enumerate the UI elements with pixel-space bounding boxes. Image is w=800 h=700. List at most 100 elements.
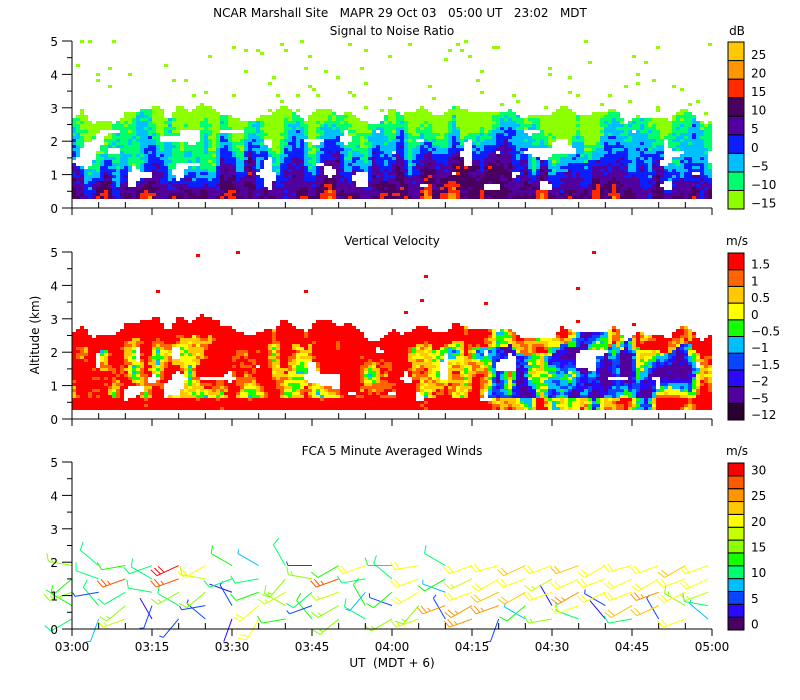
velocity-cell bbox=[88, 377, 92, 380]
snr-cell bbox=[704, 175, 708, 178]
snr-cell bbox=[320, 193, 324, 196]
snr-cell bbox=[412, 112, 416, 115]
snr-cell bbox=[416, 196, 420, 199]
snr-cell bbox=[588, 154, 592, 157]
snr-cell bbox=[252, 172, 256, 175]
snr-cell bbox=[224, 184, 228, 187]
snr-cell bbox=[392, 184, 396, 187]
snr-cell bbox=[652, 166, 656, 169]
snr-cell bbox=[176, 130, 180, 133]
snr-cell bbox=[516, 127, 520, 130]
snr-cell bbox=[368, 187, 372, 190]
velocity-cell bbox=[148, 365, 152, 368]
velocity-cell bbox=[84, 335, 88, 338]
snr-cell bbox=[220, 145, 224, 148]
snr-cell bbox=[308, 166, 312, 169]
velocity-cell bbox=[180, 371, 184, 374]
snr-cell bbox=[212, 163, 216, 166]
snr-cell bbox=[116, 193, 120, 196]
snr-cell bbox=[108, 136, 112, 139]
snr-cell bbox=[456, 109, 460, 112]
snr-cell bbox=[680, 154, 684, 157]
snr-cell bbox=[316, 112, 320, 115]
snr-cell bbox=[596, 127, 600, 130]
snr-cell bbox=[460, 139, 464, 142]
snr-cell bbox=[656, 172, 660, 175]
snr-cell bbox=[100, 166, 104, 169]
snr-cell bbox=[388, 142, 392, 145]
snr-cell bbox=[124, 187, 128, 190]
snr-cell bbox=[452, 151, 456, 154]
velocity-cell bbox=[180, 395, 184, 398]
snr-cell bbox=[352, 187, 356, 190]
snr-cell bbox=[180, 193, 184, 196]
snr-cell bbox=[616, 151, 620, 154]
snr-cell bbox=[300, 124, 304, 127]
snr-cell bbox=[260, 133, 264, 136]
velocity-cell bbox=[88, 371, 92, 374]
snr-cell bbox=[220, 133, 224, 136]
snr-cell bbox=[508, 160, 512, 163]
snr-cell bbox=[80, 187, 84, 190]
snr-cell bbox=[180, 145, 184, 148]
snr-cell bbox=[120, 151, 124, 154]
snr-cell bbox=[364, 163, 368, 166]
snr-cell bbox=[276, 163, 280, 166]
snr-cell bbox=[248, 121, 252, 124]
snr-cell bbox=[304, 121, 308, 124]
snr-cell bbox=[396, 196, 400, 199]
snr-cell bbox=[612, 142, 616, 145]
snr-cell bbox=[416, 190, 420, 193]
snr-cell bbox=[408, 172, 412, 175]
snr-cell bbox=[268, 133, 272, 136]
velocity-cell bbox=[136, 404, 140, 407]
snr-cell bbox=[108, 121, 112, 124]
snr-cell bbox=[524, 178, 528, 181]
snr-cell bbox=[120, 154, 124, 157]
snr-cell bbox=[428, 172, 432, 175]
snr-cell bbox=[236, 139, 240, 142]
snr-cell bbox=[472, 157, 476, 160]
snr-cell bbox=[496, 166, 500, 169]
snr-cell bbox=[508, 124, 512, 127]
snr-cell bbox=[324, 127, 328, 130]
snr-cell bbox=[204, 157, 208, 160]
snr-cell bbox=[612, 130, 616, 133]
snr-cell bbox=[472, 151, 476, 154]
snr-cell bbox=[628, 187, 632, 190]
snr-cell bbox=[500, 154, 504, 157]
snr-cell bbox=[540, 136, 544, 139]
velocity-cell bbox=[132, 344, 136, 347]
snr-cell bbox=[104, 145, 108, 148]
snr-cell bbox=[164, 178, 168, 181]
velocity-cell bbox=[160, 371, 164, 374]
snr-cell bbox=[616, 139, 620, 142]
snr-cell bbox=[596, 154, 600, 157]
velocity-cell bbox=[72, 356, 76, 359]
snr-cell bbox=[700, 139, 704, 142]
snr-cell bbox=[424, 169, 428, 172]
snr-cell bbox=[460, 175, 464, 178]
snr-cell bbox=[356, 169, 360, 172]
snr-cell bbox=[508, 166, 512, 169]
snr-cell bbox=[328, 121, 332, 124]
snr-cell bbox=[100, 178, 104, 181]
snr-cell bbox=[572, 175, 576, 178]
velocity-cell bbox=[76, 362, 80, 365]
snr-cell bbox=[100, 148, 104, 151]
snr-cell bbox=[588, 121, 592, 124]
velocity-cell bbox=[156, 407, 160, 410]
snr-cell bbox=[184, 148, 188, 151]
velocity-cell bbox=[160, 389, 164, 392]
snr-cell bbox=[628, 178, 632, 181]
snr-cell bbox=[160, 169, 164, 172]
snr-cell bbox=[424, 196, 428, 199]
snr-cell bbox=[308, 121, 312, 124]
snr-cell bbox=[632, 148, 636, 151]
velocity-cell bbox=[156, 326, 160, 329]
snr-cell bbox=[652, 136, 656, 139]
velocity-cell bbox=[92, 353, 96, 356]
snr-cell bbox=[336, 118, 340, 121]
snr-cell bbox=[400, 139, 404, 142]
snr-cell bbox=[568, 139, 572, 142]
